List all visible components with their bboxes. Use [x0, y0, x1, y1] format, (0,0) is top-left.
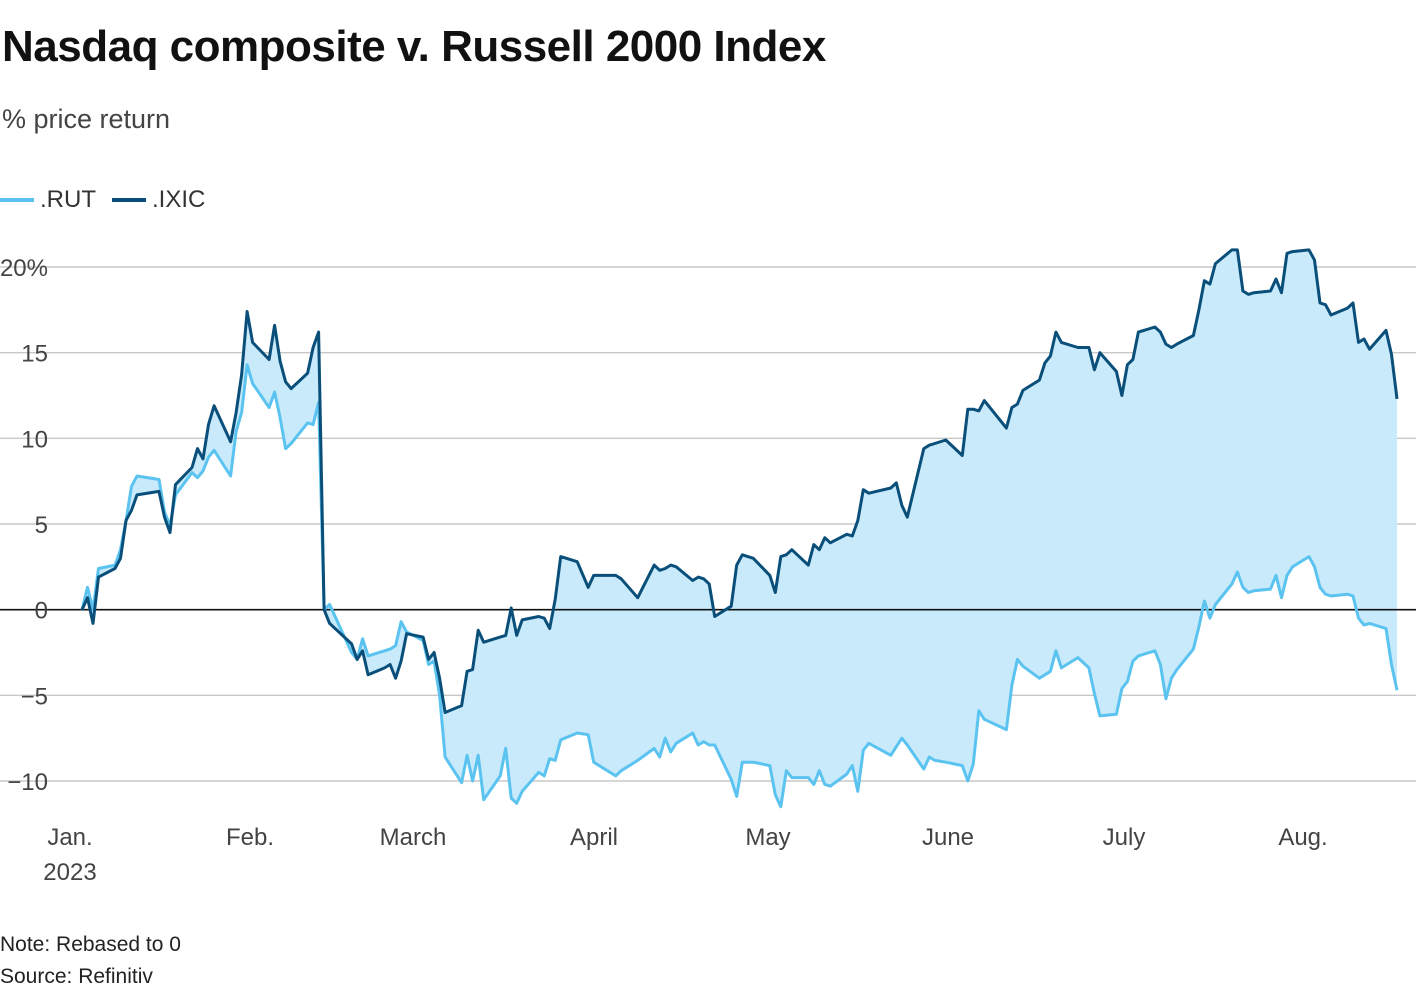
line-chart: 20% 15 10 5 0 −5 −10 Jan. 2023 Feb. March April May…	[0, 248, 1416, 886]
x-tick-label: May	[745, 824, 790, 851]
y-tick-label: 10	[21, 426, 48, 453]
y-tick-label: 5	[35, 512, 48, 539]
x-axis-ticks: Jan. 2023 Feb. March April May June July Aug.	[43, 824, 1327, 886]
footer-note: Note: Rebased to 0	[0, 933, 181, 956]
legend-item-ixic: .IXIC	[112, 186, 205, 214]
footer-source: Source: Refinitiv	[0, 965, 153, 988]
x-tick-label: July	[1103, 824, 1146, 851]
x-tick-label: Feb.	[226, 824, 274, 851]
x-tick-label: March	[380, 824, 447, 851]
series-line-rut	[80, 363, 1399, 809]
series-lines	[80, 248, 1399, 809]
y-tick-label: 15	[21, 341, 48, 368]
series-line-ixic	[80, 248, 1399, 714]
y-tick-label: 0	[35, 598, 48, 625]
legend-swatch-ixic	[112, 198, 146, 202]
x-tick-sublabel: 2023	[43, 859, 96, 886]
y-tick-label: −10	[7, 769, 48, 796]
legend-label-ixic: .IXIC	[152, 186, 206, 213]
x-tick-label: April	[570, 824, 618, 851]
legend-swatch-rut	[0, 198, 34, 202]
chart-subtitle: % price return	[2, 104, 171, 134]
y-tick-label: 20%	[0, 255, 48, 282]
chart-title: Nasdaq composite v. Russell 2000 Index	[2, 22, 826, 71]
y-tick-label: −5	[21, 683, 48, 710]
legend-item-rut: .RUT	[0, 186, 96, 214]
chart-legend: .RUT .IXIC	[0, 186, 221, 214]
fill-between-band	[82, 249, 1397, 807]
x-tick-label: June	[922, 824, 974, 851]
fill-between-area	[82, 249, 1397, 807]
x-tick-label: Aug.	[1278, 824, 1327, 851]
y-axis-ticks: 20% 15 10 5 0 −5 −10	[0, 255, 48, 796]
x-tick-label: Jan.	[47, 824, 92, 851]
legend-label-rut: .RUT	[40, 186, 96, 213]
